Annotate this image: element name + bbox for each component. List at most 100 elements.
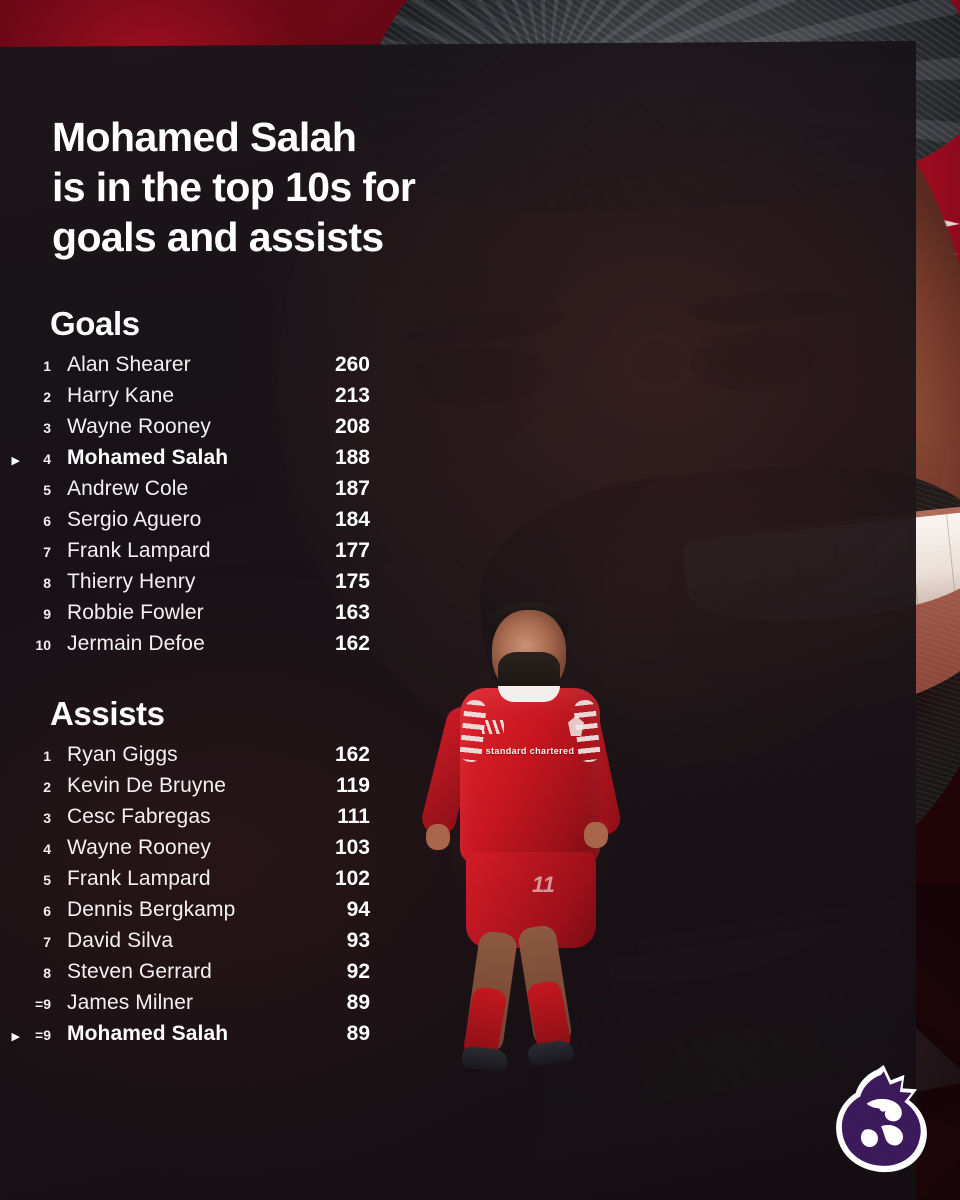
section-title-assists: Assists — [50, 695, 165, 732]
rank-row: 3 Wayne Rooney 208 — [0, 415, 400, 446]
rank-position: =9 — [35, 996, 51, 1012]
rank-position: 4 — [43, 841, 51, 857]
title-line-1: Mohamed Salah — [52, 114, 357, 160]
stat-value: 92 — [346, 960, 370, 983]
rank-row: 4 Wayne Rooney 103 — [0, 836, 400, 867]
stat-value: 93 — [346, 929, 370, 952]
player-name: David Silva — [67, 929, 174, 952]
stat-value: 111 — [337, 805, 370, 828]
stat-value: 163 — [334, 601, 370, 624]
rank-position: 7 — [43, 544, 51, 560]
stat-value: 208 — [334, 415, 370, 438]
rank-position: 3 — [43, 420, 51, 436]
page-title: Mohamed Salah is in the top 10s for goal… — [52, 112, 492, 262]
rank-position: 9 — [43, 606, 51, 622]
rank-row: 7 David Silva 93 — [0, 929, 400, 960]
player-name: Wayne Rooney — [67, 836, 211, 859]
rank-position: =9 — [35, 1027, 51, 1043]
player-name: Alan Shearer — [67, 353, 191, 376]
stat-value: 260 — [334, 353, 370, 376]
rank-position: 6 — [43, 513, 51, 529]
rank-position: 5 — [43, 872, 51, 888]
rank-row: 9 Robbie Fowler 163 — [0, 601, 400, 632]
player-name: Kevin De Bruyne — [67, 774, 227, 797]
stat-value: 187 — [334, 477, 370, 500]
rank-row: 2 Kevin De Bruyne 119 — [0, 774, 400, 805]
rank-row: 8 Thierry Henry 175 — [0, 570, 400, 601]
stat-value: 175 — [334, 570, 370, 593]
player-name: Sergio Aguero — [67, 508, 202, 531]
shirt-sponsor-text: standard chartered — [485, 746, 575, 756]
rank-row: 6 Sergio Aguero 184 — [0, 508, 400, 539]
player-name: Frank Lampard — [67, 867, 211, 890]
liverpool-crest-icon — [568, 716, 584, 736]
rank-row: 1 Ryan Giggs 162 — [0, 743, 400, 774]
rank-position: 5 — [43, 482, 51, 498]
section-goals: Goals 1 Alan Shearer 260 2 Harry Kane 213 3 Way… — [0, 305, 400, 663]
player-name: Thierry Henry — [67, 570, 196, 593]
stat-value: 188 — [334, 446, 370, 469]
section-assists: Assists 1 Ryan Giggs 162 2 Kevin De Bruyne 11… — [0, 695, 400, 1053]
stat-value: 213 — [334, 384, 370, 407]
stat-value: 89 — [346, 1022, 370, 1045]
player-hand-right — [584, 822, 608, 848]
assists-ranking-list: 1 Ryan Giggs 162 2 Kevin De Bruyne 119 3 Cesc F… — [0, 743, 400, 1053]
rank-row: 5 Andrew Cole 187 — [0, 477, 400, 508]
stat-value: 103 — [334, 836, 370, 859]
player-collar — [498, 686, 560, 702]
stat-value: 119 — [336, 774, 370, 797]
rank-position: 3 — [43, 810, 51, 826]
player-name: Cesc Fabregas — [67, 805, 211, 828]
player-name: Mohamed Salah — [67, 1022, 229, 1045]
rank-row: ▶ =9 Mohamed Salah 89 — [0, 1022, 400, 1053]
title-line-3: goals and assists — [52, 214, 384, 260]
premier-league-lion-icon — [827, 1063, 935, 1175]
rank-position: 2 — [43, 779, 51, 795]
stat-value: 94 — [346, 898, 370, 921]
player-name: Ryan Giggs — [67, 743, 178, 766]
player-name: Steven Gerrard — [67, 960, 212, 983]
player-shirt-number: 11 — [532, 872, 555, 897]
rank-row: 2 Harry Kane 213 — [0, 384, 400, 415]
rank-position: 7 — [43, 934, 51, 950]
stat-value: 102 — [334, 867, 370, 890]
rank-row: =9 James Milner 89 — [0, 991, 400, 1022]
rank-row: 5 Frank Lampard 102 — [0, 867, 400, 898]
player-name: Harry Kane — [67, 384, 175, 407]
rank-row: 8 Steven Gerrard 92 — [0, 960, 400, 991]
rank-row: 6 Dennis Bergkamp 94 — [0, 898, 400, 929]
rank-position: 8 — [43, 965, 51, 981]
rank-row: ▶ 4 Mohamed Salah 188 — [0, 446, 400, 477]
player-name: Robbie Fowler — [67, 601, 204, 624]
rank-position: 4 — [43, 451, 51, 467]
rank-row: 3 Cesc Fabregas 111 — [0, 805, 400, 836]
rank-position: 8 — [43, 575, 51, 591]
rank-row: 7 Frank Lampard 177 — [0, 539, 400, 570]
player-name: Wayne Rooney — [67, 415, 211, 438]
stat-value: 162 — [334, 632, 370, 655]
highlight-marker-icon: ▶ — [11, 455, 20, 467]
rank-position: 2 — [43, 389, 51, 405]
rank-position: 1 — [43, 358, 51, 374]
stat-value: 162 — [334, 743, 370, 766]
goals-ranking-list: 1 Alan Shearer 260 2 Harry Kane 213 3 Wayne Roo… — [0, 353, 400, 663]
adidas-logo-icon — [482, 720, 504, 734]
player-name: Dennis Bergkamp — [67, 898, 236, 921]
rank-position: 6 — [43, 903, 51, 919]
stat-value: 184 — [334, 508, 370, 531]
player-name: Frank Lampard — [67, 539, 211, 562]
title-line-2: is in the top 10s for — [52, 164, 416, 210]
rank-position: 10 — [35, 637, 51, 653]
rank-position: 1 — [43, 748, 51, 764]
stat-value: 177 — [334, 539, 370, 562]
stat-value: 89 — [346, 991, 370, 1014]
rank-row: 10 Jermain Defoe 162 — [0, 632, 400, 663]
player-name: Jermain Defoe — [67, 632, 205, 655]
player-name: James Milner — [67, 991, 194, 1014]
highlight-marker-icon: ▶ — [11, 1031, 20, 1043]
player-name: Mohamed Salah — [67, 446, 229, 469]
player-name: Andrew Cole — [67, 477, 189, 500]
section-title-goals: Goals — [50, 305, 140, 342]
